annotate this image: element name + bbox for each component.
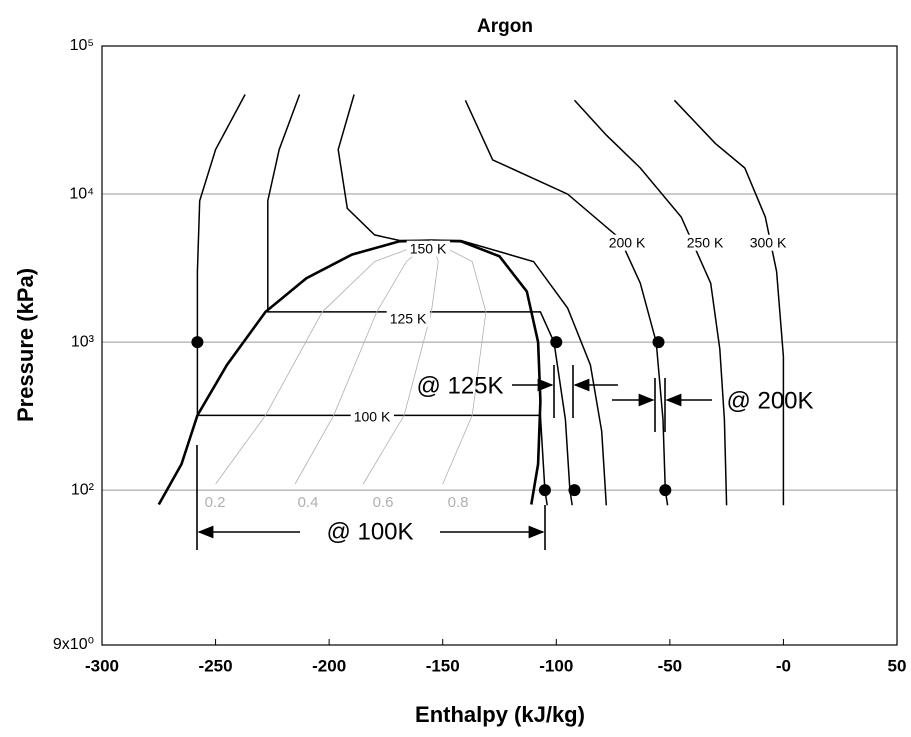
plot-area: 100 K 125 K 150 K 200 K 250 K 300 K 0.2 0.4 0.6 0… — [101, 45, 898, 646]
x-tick-label: -150 — [426, 656, 460, 675]
y-tick-label: 10³ — [71, 333, 95, 350]
series-label: 300 K — [750, 235, 787, 251]
series-label: 125 K — [390, 311, 427, 327]
series-label: 250 K — [687, 235, 724, 251]
state-point — [550, 336, 563, 349]
series-label: 0.6 — [373, 494, 394, 511]
series-label-bg — [294, 493, 322, 511]
state-point — [538, 484, 551, 497]
x-tick-label: -300 — [85, 656, 119, 675]
series-label: 0.8 — [448, 494, 469, 511]
series-line — [464, 99, 669, 506]
y-tick-label: 10⁵ — [70, 37, 94, 54]
y-tick-label: 9x10⁰ — [53, 636, 94, 653]
series-label-bg — [201, 493, 229, 511]
series-label-bg — [746, 234, 790, 251]
series-label-bg — [406, 240, 450, 257]
series-line — [196, 94, 548, 506]
y-axis-label: Pressure (kPa) — [13, 268, 38, 422]
series-label-bg — [444, 493, 472, 511]
x-tick-label: 50 — [888, 656, 907, 675]
series-label-bg — [683, 234, 727, 251]
series-label: 150 K — [410, 241, 447, 257]
x-tick-label: -200 — [312, 656, 346, 675]
series-label-bg — [350, 408, 394, 425]
x-tick-label: -100 — [539, 656, 573, 675]
state-point — [652, 336, 665, 349]
annotation: @ 200K — [726, 387, 813, 414]
chart-title: Argon — [477, 16, 533, 37]
series-label: 0.4 — [298, 494, 319, 511]
series-label-bg — [369, 493, 397, 511]
series-line — [362, 240, 439, 485]
series-label-bg — [605, 234, 649, 251]
series-label: 200 K — [609, 235, 646, 251]
annotation: @ 125K — [416, 372, 503, 399]
state-point — [191, 336, 204, 349]
series-label: 100 K — [354, 409, 391, 425]
y-tick-label: 10² — [71, 481, 95, 498]
plot-frame — [101, 45, 898, 646]
series-line — [267, 94, 573, 506]
annotation: @ 100K — [326, 518, 413, 545]
series-line — [673, 99, 785, 506]
series-line — [337, 94, 608, 506]
state-point — [568, 484, 581, 497]
series-line — [431, 240, 487, 485]
x-tick-label: -0 — [776, 656, 791, 675]
series-line — [573, 99, 728, 506]
annotation-arrows — [196, 365, 712, 550]
x-axis-label: Enthalpy (kJ/kg) — [415, 702, 585, 727]
annotation-bg — [300, 517, 440, 547]
series-line — [294, 240, 432, 485]
y-tick-label: 10⁴ — [69, 185, 94, 202]
state-point — [659, 484, 672, 497]
series-label: 0.2 — [205, 494, 226, 511]
x-tick-label: -50 — [658, 656, 683, 675]
series-line — [215, 240, 432, 485]
series-label-bg — [386, 310, 430, 327]
x-tick-label: -250 — [199, 656, 233, 675]
